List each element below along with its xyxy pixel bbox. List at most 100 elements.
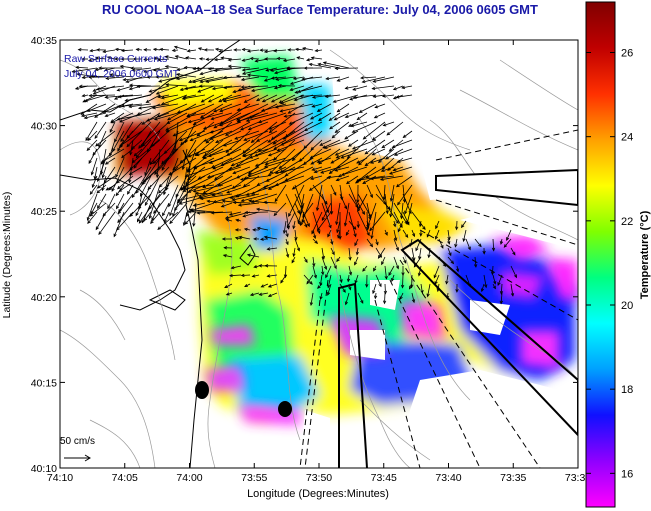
current-vector-head — [308, 187, 313, 191]
current-vector — [219, 112, 251, 126]
current-vector-head — [94, 56, 99, 60]
current-vector — [367, 202, 377, 226]
current-vector — [248, 121, 269, 130]
current-vector-head — [136, 218, 140, 223]
current-vector — [438, 238, 444, 249]
current-vector — [330, 157, 341, 164]
current-vector-head — [301, 219, 305, 224]
current-vector — [319, 139, 332, 146]
current-vector — [418, 247, 422, 260]
current-vector — [354, 256, 359, 265]
current-vector — [312, 229, 316, 239]
current-vector — [185, 57, 197, 60]
current-vector — [312, 238, 318, 244]
current-vector-head — [392, 87, 397, 91]
current-vector-head — [298, 158, 303, 162]
current-vector-head — [187, 189, 192, 193]
current-vector — [211, 211, 233, 214]
current-vector — [226, 219, 233, 222]
current-vector-head — [128, 179, 132, 184]
current-vector — [123, 76, 152, 81]
current-vector — [303, 274, 313, 285]
current-vector — [136, 48, 143, 51]
current-vector — [93, 85, 107, 92]
current-vector — [351, 121, 368, 127]
current-vector — [354, 274, 359, 284]
current-vector — [213, 193, 242, 203]
current-vector-head — [197, 47, 202, 51]
current-vector — [200, 193, 233, 200]
current-vector-head — [163, 191, 167, 196]
current-vector — [309, 63, 332, 69]
current-vector-head — [156, 58, 161, 62]
current-vector — [288, 103, 305, 114]
current-vector — [247, 254, 260, 258]
current-vector — [446, 292, 449, 299]
current-vector — [188, 76, 206, 83]
current-vector — [166, 121, 188, 133]
current-vector-head — [285, 254, 290, 259]
current-vector — [118, 202, 125, 213]
current-vector — [180, 139, 206, 164]
current-vector-head — [153, 56, 158, 61]
current-vector — [357, 292, 364, 304]
current-vector-head — [253, 237, 257, 241]
current-vector — [196, 148, 215, 156]
current-vector-head — [289, 87, 294, 91]
current-vector — [226, 139, 251, 156]
current-vector-head — [296, 210, 300, 215]
current-vector — [158, 76, 179, 82]
current-vector — [285, 193, 301, 225]
current-vector-head — [89, 191, 94, 195]
current-vector — [187, 103, 215, 117]
current-vector-head — [316, 227, 321, 232]
current-vector — [221, 202, 233, 208]
current-vector — [465, 238, 471, 250]
current-vector — [320, 166, 341, 174]
current-vector-head — [161, 166, 165, 171]
current-vector — [393, 202, 408, 225]
current-vector — [428, 247, 431, 258]
current-vector-head — [319, 296, 323, 301]
current-vector — [96, 85, 125, 90]
colorbar-tick-label: 20 — [621, 300, 633, 312]
current-vector — [238, 202, 260, 206]
current-vector-head — [245, 118, 250, 122]
current-vector — [310, 292, 314, 306]
current-vector — [329, 112, 341, 121]
current-vector-head — [207, 67, 212, 71]
current-vector-head — [413, 263, 418, 268]
current-vector-head — [133, 152, 138, 157]
current-vector-head — [294, 236, 298, 241]
current-vector — [95, 130, 116, 147]
current-vector-head — [184, 173, 189, 177]
current-vector — [312, 103, 323, 108]
current-vector-head — [240, 85, 245, 89]
current-vector-head — [89, 213, 93, 217]
current-vector — [271, 121, 296, 140]
current-vector-head — [192, 189, 197, 193]
current-vector — [162, 202, 170, 216]
current-vector — [135, 139, 152, 158]
current-vector-head — [462, 238, 466, 243]
current-vector — [153, 193, 170, 214]
current-vector — [103, 49, 116, 53]
current-vector — [402, 184, 406, 203]
current-vector-head — [285, 233, 289, 238]
current-vector-head — [195, 66, 200, 71]
current-vector — [137, 211, 143, 222]
current-vector-head — [213, 57, 218, 62]
current-vector — [337, 157, 359, 169]
current-vector — [306, 274, 314, 284]
current-vector — [240, 121, 260, 131]
current-vector — [258, 139, 278, 152]
current-vector — [195, 193, 224, 195]
current-vector — [404, 193, 413, 214]
current-vector — [275, 166, 305, 174]
current-vector-head — [114, 47, 119, 52]
current-vector-head — [357, 208, 361, 213]
current-vector-head — [345, 180, 350, 185]
current-vector — [268, 175, 296, 190]
current-vector — [105, 94, 134, 98]
current-vector-head — [365, 174, 370, 179]
